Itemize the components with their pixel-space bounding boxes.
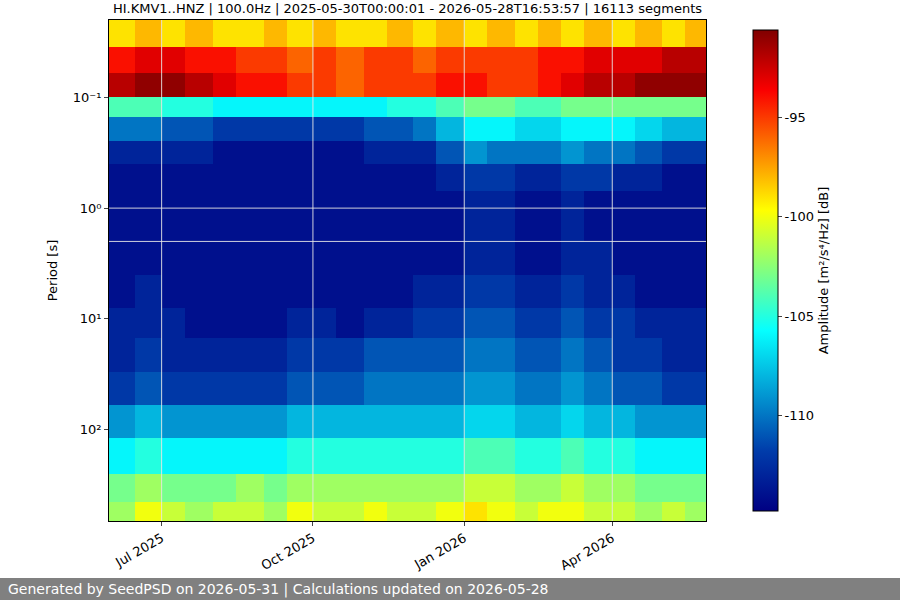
svg-text:-105: -105 xyxy=(785,309,815,324)
svg-text:Oct 2025: Oct 2025 xyxy=(258,530,317,573)
svg-text:-100: -100 xyxy=(785,209,815,224)
html-text:Generated by SeedPSD on 2026-0: Generated by SeedPSD on 2026-05-31 | Cal… xyxy=(8,581,549,597)
svg-text:10²: 10² xyxy=(80,422,102,437)
svg-text:10¹: 10¹ xyxy=(80,311,102,326)
svg-text:-95: -95 xyxy=(785,110,806,125)
svg-text:-110: -110 xyxy=(785,408,815,423)
svg-text:10⁰: 10⁰ xyxy=(80,201,102,216)
svg-text:Jan 2026: Jan 2026 xyxy=(411,530,469,572)
svg-text:10⁻¹: 10⁻¹ xyxy=(73,90,102,105)
svg-text:HI.KMV1..HNZ | 100.0Hz | 2025-: HI.KMV1..HNZ | 100.0Hz | 2025-05-30T00:0… xyxy=(113,1,702,16)
svg-text:Period [s]: Period [s] xyxy=(45,240,60,302)
svg-text:Jul 2025: Jul 2025 xyxy=(112,530,166,570)
svg-text:Apr 2026: Apr 2026 xyxy=(558,530,617,573)
svg-text:Amplitude [m²/s⁴/Hz] [dB]: Amplitude [m²/s⁴/Hz] [dB] xyxy=(816,187,831,355)
